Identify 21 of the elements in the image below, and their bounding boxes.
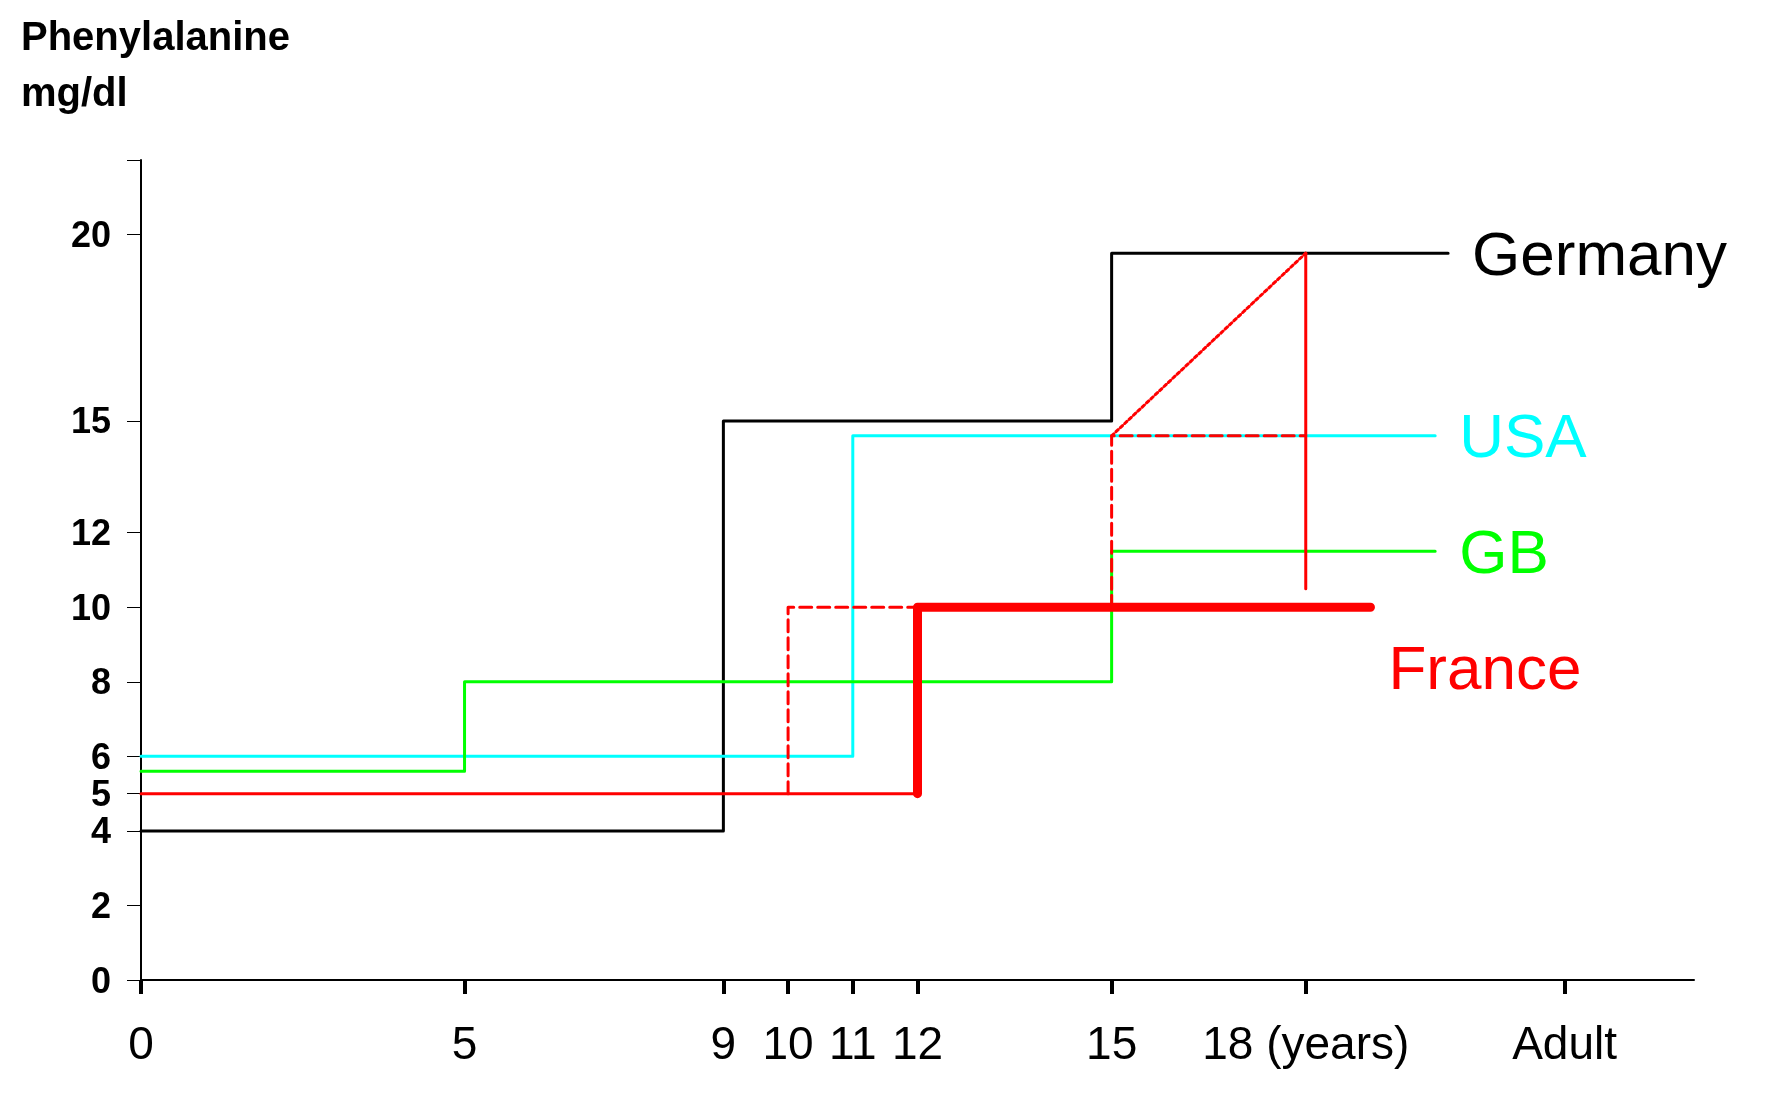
y-tick-label: 20 — [70, 214, 111, 256]
series-label: USA — [1459, 401, 1588, 471]
series-label: France — [1388, 632, 1582, 702]
y-tick-label: 10 — [70, 586, 111, 628]
x-tick-label: 5 — [451, 1017, 478, 1069]
x-tick-label: 12 — [891, 1017, 944, 1069]
y-tick-label: 15 — [70, 400, 111, 442]
x-tick-label: 0 — [128, 1017, 154, 1069]
y-tick-label: 12 — [70, 512, 111, 554]
x-tick-label: 11 — [828, 1017, 877, 1069]
y-axis-title: Phenylalanine mg/dl — [21, 14, 290, 114]
y-tick-label: 8 — [90, 661, 111, 703]
x-tick-label: Adult — [1512, 1017, 1618, 1069]
x-tick-label: 10 — [762, 1017, 814, 1069]
x-tick-label: 9 — [710, 1017, 737, 1069]
y-tick-label: 2 — [90, 884, 111, 926]
series-label: GB — [1459, 516, 1549, 586]
series-label: Germany — [1472, 218, 1728, 288]
y-tick-label: 0 — [90, 959, 111, 1001]
x-tick-label: 15 — [1086, 1017, 1138, 1069]
x-tick-label: 18 (years) — [1202, 1017, 1410, 1069]
